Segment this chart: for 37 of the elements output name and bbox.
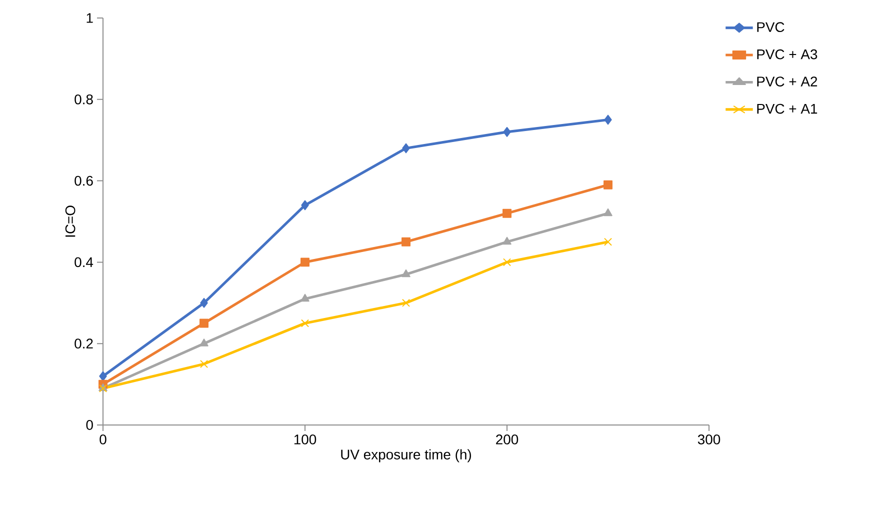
point: [402, 298, 410, 307]
point: [402, 237, 410, 246]
legend-label: PVC + A2: [757, 76, 818, 86]
legend-label: PVC + A1: [757, 104, 818, 114]
y-tick-label: 0.4: [74, 257, 94, 268]
point: [402, 143, 410, 154]
point: [502, 208, 512, 218]
point: [604, 180, 612, 190]
point: [604, 238, 612, 246]
x-axis-title: UV exposure time (h): [341, 449, 472, 462]
point: [300, 258, 310, 267]
point: [604, 114, 612, 125]
point: [503, 126, 511, 137]
point: [301, 200, 309, 210]
point: [200, 360, 208, 368]
legend-label: PVC + A3: [757, 49, 818, 60]
y-tick-label: 0.2: [74, 338, 93, 349]
point: [200, 318, 208, 328]
y-axis-title: IC=O: [65, 206, 76, 237]
point: [502, 258, 512, 266]
point: [99, 371, 107, 382]
x-tick-label: 200: [496, 434, 518, 444]
point: [200, 338, 208, 346]
y-tick-label: 0.8: [74, 94, 93, 104]
y-tick-label: 0.6: [74, 176, 93, 186]
point: [200, 298, 208, 308]
point: [502, 236, 512, 245]
legend-label: PVC: [757, 22, 784, 32]
y-tick-label: 0: [86, 420, 93, 430]
point: [300, 294, 310, 302]
point: [402, 269, 410, 278]
point: [300, 319, 310, 328]
x-tick-label: 300: [698, 434, 720, 444]
x-tick-label: 0: [100, 434, 106, 444]
x-tick-label: 100: [294, 434, 316, 444]
y-tick-label: 1: [86, 13, 93, 23]
point: [604, 208, 612, 216]
